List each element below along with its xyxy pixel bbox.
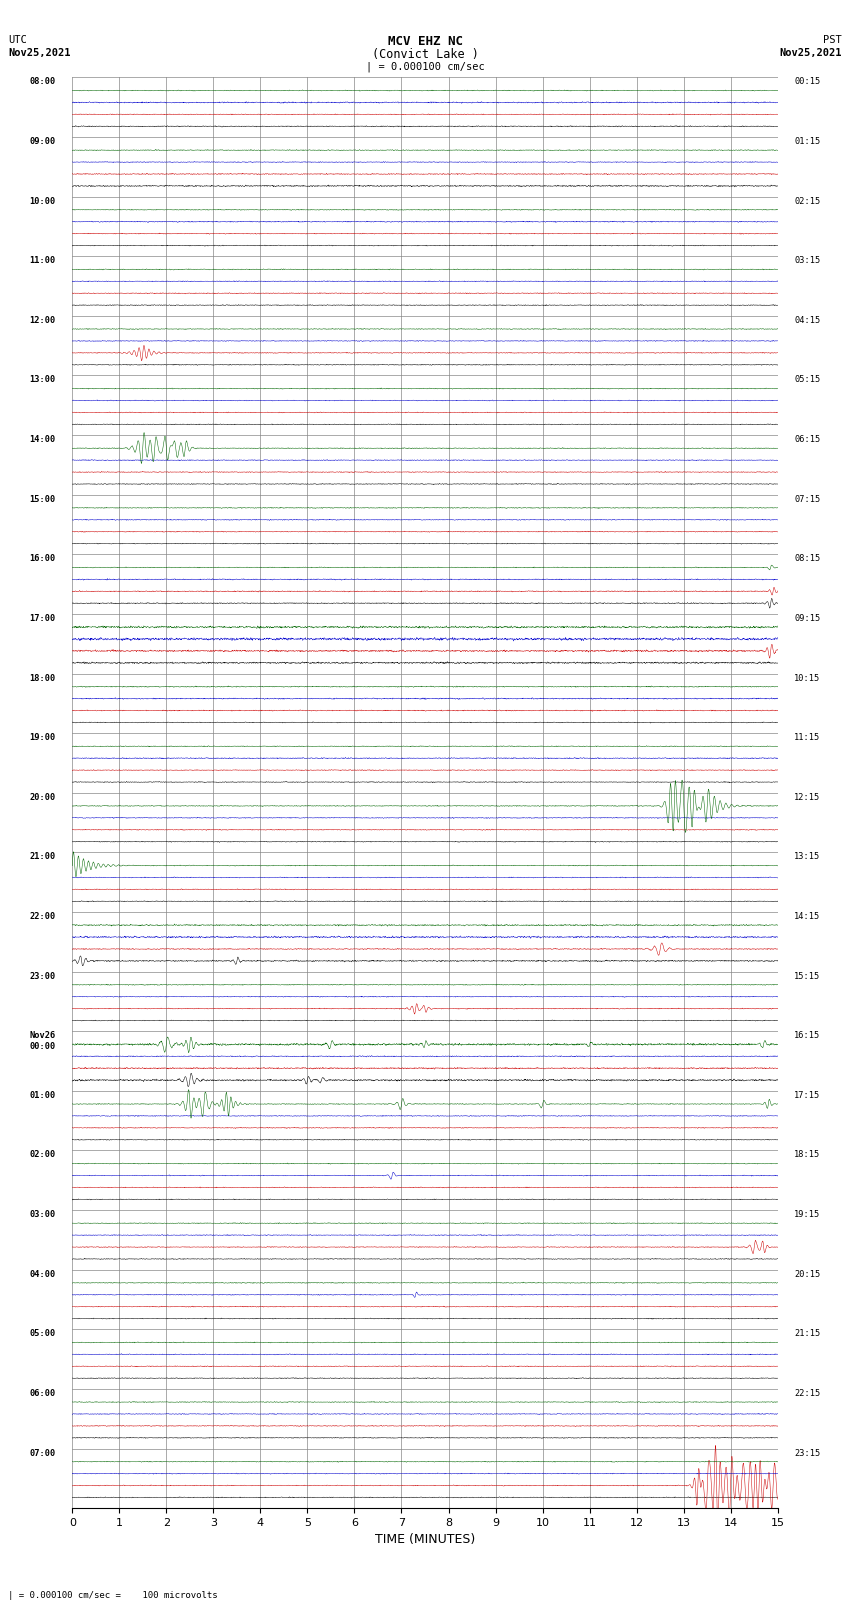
Text: 17:00: 17:00 [30, 615, 56, 623]
Text: MCV EHZ NC: MCV EHZ NC [388, 35, 462, 48]
Text: Nov25,2021: Nov25,2021 [8, 48, 71, 58]
Text: 15:00: 15:00 [30, 495, 56, 503]
Text: 18:15: 18:15 [794, 1150, 820, 1160]
Text: 08:00: 08:00 [30, 77, 56, 87]
Text: 23:15: 23:15 [794, 1448, 820, 1458]
Text: 12:00: 12:00 [30, 316, 56, 324]
Text: (Convict Lake ): (Convict Lake ) [371, 48, 479, 61]
Text: 07:15: 07:15 [794, 495, 820, 503]
Text: 21:15: 21:15 [794, 1329, 820, 1339]
Text: 22:15: 22:15 [794, 1389, 820, 1398]
X-axis label: TIME (MINUTES): TIME (MINUTES) [375, 1534, 475, 1547]
Text: Nov26
00:00: Nov26 00:00 [30, 1031, 56, 1050]
Text: 19:15: 19:15 [794, 1210, 820, 1219]
Text: Nov25,2021: Nov25,2021 [779, 48, 842, 58]
Text: 10:15: 10:15 [794, 674, 820, 682]
Text: 13:00: 13:00 [30, 376, 56, 384]
Text: 09:00: 09:00 [30, 137, 56, 147]
Text: 16:00: 16:00 [30, 555, 56, 563]
Text: 03:15: 03:15 [794, 256, 820, 265]
Text: 00:15: 00:15 [794, 77, 820, 87]
Text: 11:00: 11:00 [30, 256, 56, 265]
Text: 16:15: 16:15 [794, 1031, 820, 1040]
Text: 02:00: 02:00 [30, 1150, 56, 1160]
Text: 15:15: 15:15 [794, 971, 820, 981]
Text: 21:00: 21:00 [30, 852, 56, 861]
Text: | = 0.000100 cm/sec =    100 microvolts: | = 0.000100 cm/sec = 100 microvolts [8, 1590, 218, 1600]
Text: 14:15: 14:15 [794, 911, 820, 921]
Text: 04:00: 04:00 [30, 1269, 56, 1279]
Text: 11:15: 11:15 [794, 734, 820, 742]
Text: 20:00: 20:00 [30, 794, 56, 802]
Text: 14:00: 14:00 [30, 436, 56, 444]
Text: 18:00: 18:00 [30, 674, 56, 682]
Text: 23:00: 23:00 [30, 971, 56, 981]
Text: 09:15: 09:15 [794, 615, 820, 623]
Text: 13:15: 13:15 [794, 852, 820, 861]
Text: UTC: UTC [8, 35, 27, 45]
Text: 07:00: 07:00 [30, 1448, 56, 1458]
Text: 06:00: 06:00 [30, 1389, 56, 1398]
Text: 06:15: 06:15 [794, 436, 820, 444]
Text: 03:00: 03:00 [30, 1210, 56, 1219]
Text: 04:15: 04:15 [794, 316, 820, 324]
Text: 20:15: 20:15 [794, 1269, 820, 1279]
Text: 19:00: 19:00 [30, 734, 56, 742]
Text: 05:15: 05:15 [794, 376, 820, 384]
Text: 12:15: 12:15 [794, 794, 820, 802]
Text: 08:15: 08:15 [794, 555, 820, 563]
Text: | = 0.000100 cm/sec: | = 0.000100 cm/sec [366, 61, 484, 73]
Text: 02:15: 02:15 [794, 197, 820, 205]
Text: 22:00: 22:00 [30, 911, 56, 921]
Text: 01:00: 01:00 [30, 1090, 56, 1100]
Text: 17:15: 17:15 [794, 1090, 820, 1100]
Text: PST: PST [823, 35, 842, 45]
Text: 01:15: 01:15 [794, 137, 820, 147]
Text: 10:00: 10:00 [30, 197, 56, 205]
Text: 05:00: 05:00 [30, 1329, 56, 1339]
